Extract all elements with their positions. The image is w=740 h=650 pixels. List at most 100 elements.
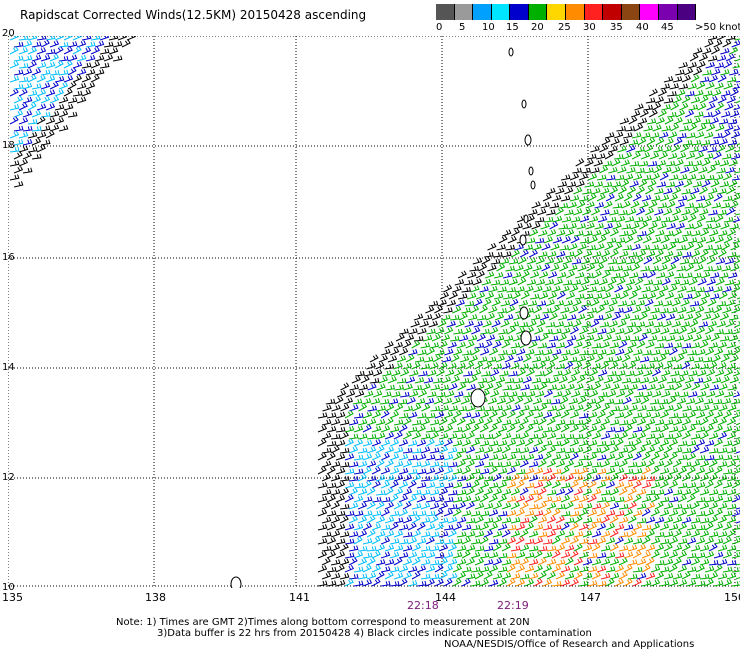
lat-lon-grid xyxy=(8,36,740,588)
wind-barb xyxy=(591,517,602,524)
wind-barb xyxy=(9,75,20,83)
wind-barb xyxy=(357,488,368,496)
wind-barb xyxy=(447,341,457,349)
wind-barb xyxy=(438,531,449,538)
wind-barb xyxy=(698,321,709,328)
wind-barb xyxy=(650,285,660,293)
wind-barb xyxy=(592,229,602,237)
wind-barb xyxy=(407,522,417,531)
wind-barb xyxy=(735,342,740,349)
wind-barb xyxy=(672,473,682,482)
wind-barb xyxy=(686,173,697,181)
wind-barb xyxy=(569,565,580,573)
wind-barb xyxy=(531,201,541,209)
wind-barb xyxy=(731,438,740,447)
wind-barb xyxy=(330,488,341,496)
wind-barb xyxy=(602,334,613,342)
wind-barb xyxy=(413,336,424,342)
wind-barb xyxy=(615,237,626,244)
wind-barb xyxy=(646,292,657,300)
wind-barb xyxy=(653,146,663,153)
wind-barb xyxy=(542,551,553,559)
wind-barb xyxy=(474,447,485,454)
wind-barb xyxy=(683,313,694,321)
wind-barb xyxy=(598,391,608,398)
wind-barb xyxy=(600,558,611,566)
wind-barb xyxy=(439,405,449,412)
wind-barb xyxy=(45,103,56,111)
wind-barb xyxy=(530,335,541,342)
wind-barb xyxy=(533,285,543,293)
wind-barb xyxy=(380,524,391,531)
wind-barb xyxy=(567,375,577,384)
island xyxy=(519,306,529,320)
wind-barb xyxy=(360,375,370,384)
wind-barb xyxy=(402,501,412,510)
wind-barb xyxy=(657,354,667,363)
wind-barb xyxy=(27,102,37,111)
wind-barb xyxy=(459,377,470,384)
wind-barb xyxy=(733,103,740,111)
wind-barb xyxy=(450,375,460,384)
wind-barb xyxy=(534,237,545,244)
wind-barb xyxy=(732,62,740,69)
wind-barb xyxy=(515,495,526,503)
wind-barb xyxy=(452,439,463,447)
wind-barb xyxy=(634,369,644,377)
wind-barb xyxy=(573,460,584,468)
wind-barb xyxy=(519,459,529,468)
wind-barb xyxy=(578,566,589,573)
wind-barb xyxy=(636,340,646,349)
wind-barb xyxy=(614,426,625,433)
wind-barb xyxy=(686,286,696,293)
wind-barb xyxy=(714,347,724,356)
wind-barb xyxy=(593,314,604,321)
wind-barb xyxy=(589,279,600,286)
wind-barb xyxy=(704,193,714,202)
wind-barb xyxy=(727,291,738,300)
wind-barb xyxy=(605,284,615,293)
wind-barb xyxy=(624,327,634,335)
wind-barb xyxy=(321,557,331,566)
wind-barb xyxy=(696,214,706,223)
wind-barb xyxy=(362,552,373,559)
wind-barb xyxy=(407,580,418,587)
wind-barb xyxy=(600,249,611,258)
wind-barb xyxy=(63,46,73,55)
wind-barb xyxy=(620,335,631,342)
wind-barb xyxy=(506,495,517,503)
wind-barb xyxy=(724,279,735,286)
wind-barb xyxy=(425,426,436,433)
wind-barb xyxy=(456,341,466,349)
wind-barb xyxy=(420,517,431,524)
wind-barb xyxy=(501,502,512,510)
wind-barb xyxy=(389,522,399,531)
wind-barb xyxy=(686,509,697,517)
wind-barb xyxy=(593,159,603,167)
wind-barb xyxy=(678,236,689,244)
wind-barb xyxy=(434,305,444,314)
wind-barb xyxy=(714,390,725,398)
wind-barb xyxy=(714,329,724,335)
wind-barb xyxy=(618,186,627,195)
wind-barb xyxy=(672,186,682,195)
wind-barb xyxy=(432,354,442,363)
wind-barb xyxy=(615,215,626,223)
wind-barb xyxy=(546,571,556,580)
wind-barb xyxy=(454,278,465,286)
wind-barb xyxy=(497,453,508,461)
wind-barb xyxy=(411,543,422,552)
wind-barb xyxy=(576,355,587,363)
wind-barb xyxy=(600,545,611,552)
wind-barb xyxy=(642,328,652,335)
wind-barb xyxy=(655,291,665,300)
wind-barb xyxy=(674,313,685,321)
wind-barb xyxy=(551,480,561,489)
wind-barb xyxy=(629,161,640,167)
legend-label: 40 xyxy=(636,22,649,33)
wind-barb xyxy=(598,256,608,265)
wind-barb xyxy=(339,515,349,524)
wind-barb xyxy=(608,320,618,328)
wind-barb xyxy=(614,510,625,517)
wind-barb xyxy=(597,328,607,335)
